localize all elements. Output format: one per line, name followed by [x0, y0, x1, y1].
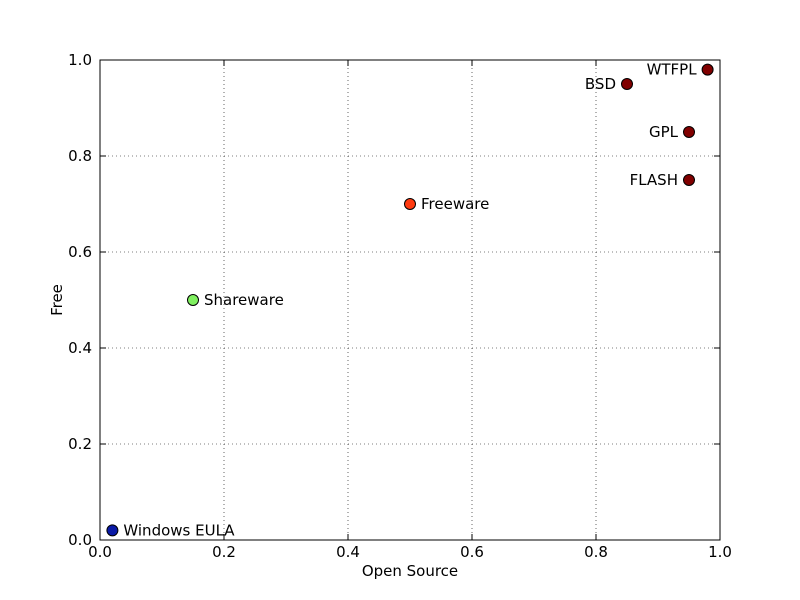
x-axis-label: Open Source — [362, 562, 458, 580]
y-tick-label: 0.6 — [68, 243, 92, 261]
point-label: Shareware — [204, 291, 284, 309]
data-point — [701, 63, 714, 76]
point-label: BSD — [585, 75, 616, 93]
point-label: FLASH — [630, 171, 678, 189]
x-tick-label: 0.0 — [88, 543, 112, 561]
x-tick-label: 0.6 — [460, 543, 484, 561]
y-tick-label: 0.8 — [68, 147, 92, 165]
y-axis-label: Free — [48, 284, 66, 316]
data-point — [683, 126, 695, 138]
y-tick-label: 1.0 — [68, 51, 92, 69]
data-points: Windows EULA Shareware Freeware BSD WTFPL GPL… — [106, 61, 714, 539]
plot-frame — [99, 59, 721, 541]
y-tick-label: 0.2 — [68, 435, 92, 453]
y-tick-label: 0.0 — [68, 531, 92, 549]
data-point — [683, 174, 695, 186]
axis-ticks: 0.0 0.2 0.4 0.6 0.8 1.0 0.0 0.2 0.4 0.6 0.8 1.0 — [68, 51, 732, 561]
point-label: Freeware — [421, 195, 489, 213]
x-tick-label: 0.2 — [212, 543, 236, 561]
x-tick-label: 0.4 — [336, 543, 360, 561]
x-tick-label: 1.0 — [708, 543, 732, 561]
data-point — [106, 524, 119, 537]
y-tick-label: 0.4 — [68, 339, 92, 357]
plot-area — [100, 60, 720, 540]
data-point — [621, 78, 633, 90]
point-label: WTFPL — [647, 61, 698, 79]
x-tick-label: 0.8 — [584, 543, 608, 561]
point-label: Windows EULA — [123, 521, 235, 539]
data-point — [404, 198, 416, 210]
data-point — [187, 294, 199, 306]
point-label: GPL — [649, 123, 679, 141]
grid-lines — [100, 60, 720, 540]
